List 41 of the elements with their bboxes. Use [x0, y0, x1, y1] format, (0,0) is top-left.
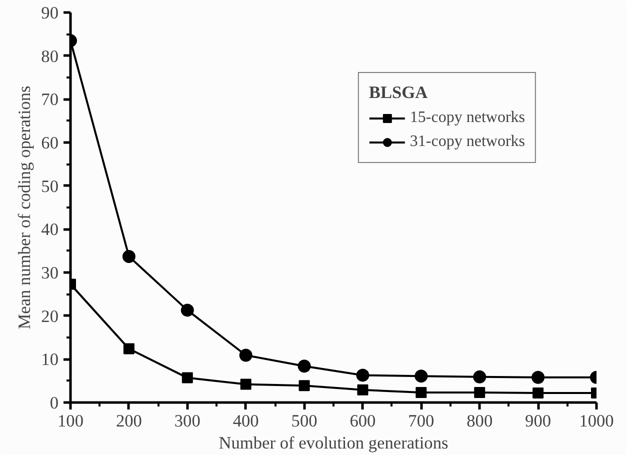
- legend-label: 31-copy networks: [410, 133, 525, 151]
- y-tick-label: 60: [41, 134, 58, 152]
- point: [532, 387, 544, 398]
- point: [122, 250, 136, 263]
- point: [532, 370, 545, 384]
- y-tick-label: 0: [50, 394, 59, 412]
- x-tick-label: 600: [350, 412, 376, 430]
- point: [180, 304, 194, 317]
- y-tick-label: 80: [41, 46, 58, 66]
- legend-title: BLSGA: [368, 83, 429, 103]
- point: [123, 343, 134, 354]
- point: [356, 368, 370, 382]
- y-axis-title: Mean number of coding operations: [15, 86, 34, 330]
- x-tick-label: 500: [291, 412, 318, 430]
- point: [357, 384, 368, 396]
- point: [298, 360, 311, 373]
- y-tick-label: 70: [41, 90, 58, 110]
- point: [298, 380, 310, 392]
- y-tick-label: 10: [41, 350, 58, 370]
- point: [416, 387, 427, 398]
- x-tick-label: 900: [525, 412, 552, 430]
- y-tick-label: 90: [41, 4, 58, 22]
- x-tick-label: 100: [58, 412, 84, 430]
- y-tick-label: 40: [41, 220, 58, 240]
- point: [474, 387, 486, 398]
- x-tick-label: 200: [116, 412, 142, 430]
- x-axis-title: Number of evolution generations: [218, 434, 449, 452]
- x-tick-label: 1000: [579, 412, 614, 430]
- x-tick-label: 800: [466, 412, 493, 430]
- y-tick-label: 20: [41, 306, 58, 326]
- point: [473, 370, 486, 384]
- y-tick-label: 50: [41, 176, 58, 196]
- point: [182, 372, 193, 384]
- x-tick-label: 300: [174, 412, 200, 430]
- point: [414, 370, 428, 383]
- x-tick-label: 700: [408, 412, 434, 430]
- point: [240, 378, 252, 390]
- point: [239, 348, 252, 362]
- y-tick-label: 30: [41, 264, 58, 282]
- legend-label: 15-copy networks: [410, 109, 525, 127]
- x-tick-label: 400: [232, 412, 259, 430]
